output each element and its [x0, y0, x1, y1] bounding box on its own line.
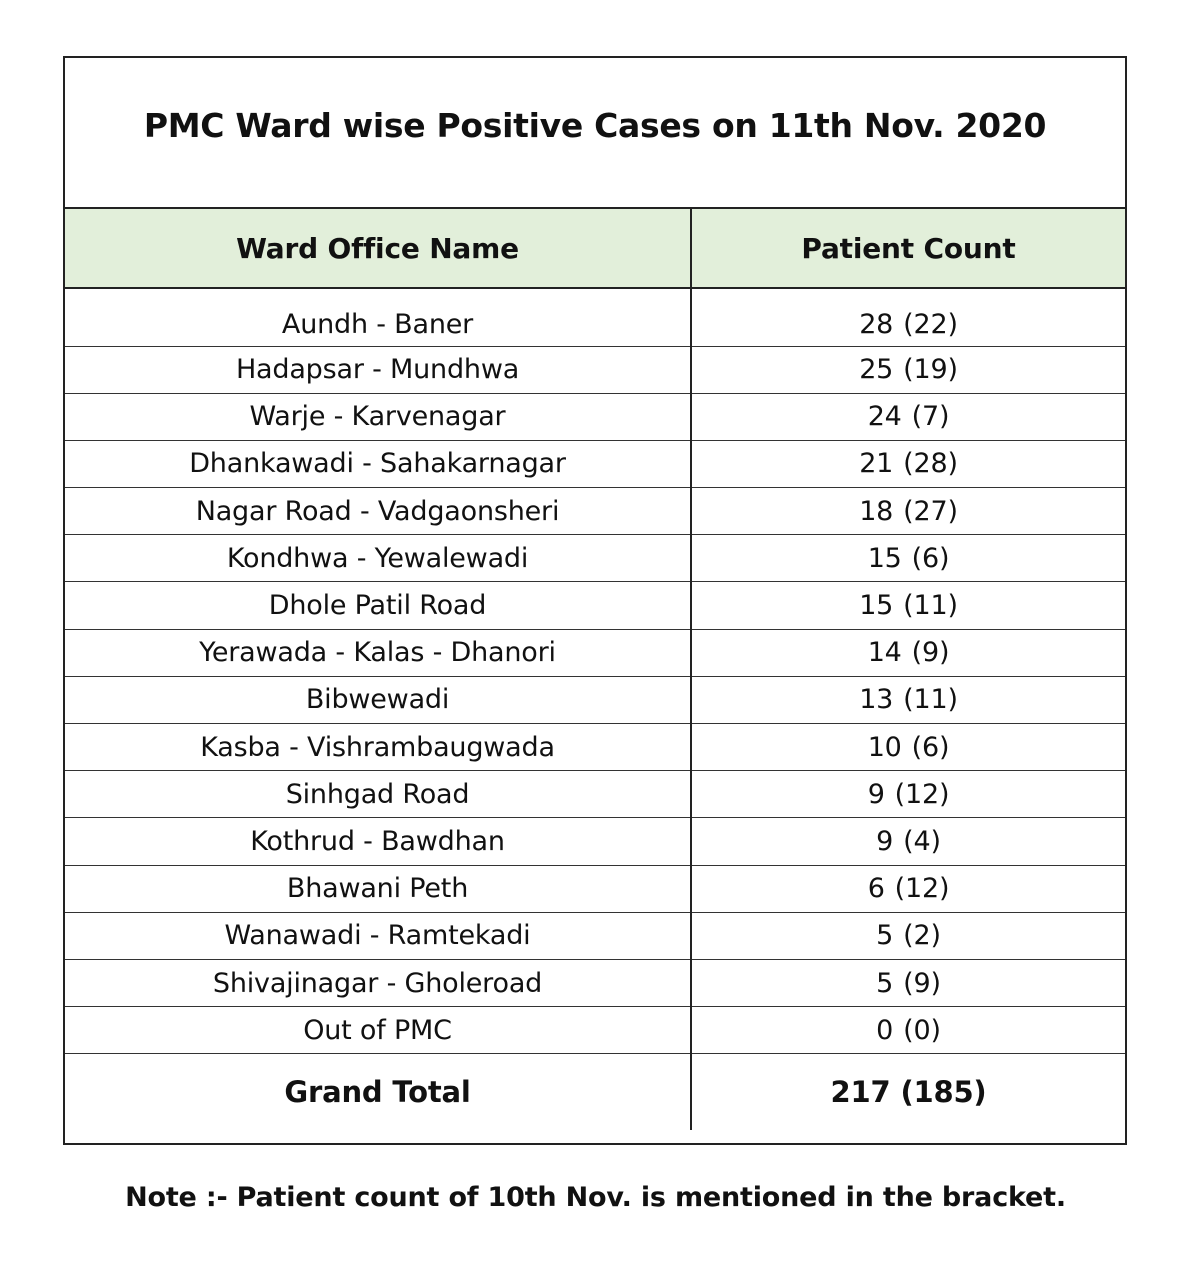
- previous-count: (4): [903, 825, 941, 857]
- previous-count: (11): [903, 590, 958, 622]
- table-row: Bibwewadi 13 (11): [65, 676, 1125, 725]
- current-count: 25: [859, 354, 894, 386]
- patient-count-cell: 24 (7): [691, 393, 1125, 441]
- previous-count: (11): [903, 684, 958, 716]
- previous-count: (0): [903, 1014, 941, 1046]
- current-count: 14: [867, 637, 902, 669]
- table-row: Wanawadi - Ramtekadi 5 (2): [65, 912, 1125, 960]
- grand-total-label: Grand Total: [65, 1053, 692, 1131]
- ward-name-cell: Kondhwa - Yewalewadi: [65, 534, 692, 583]
- table-body: Aundh - Baner 28 (22) Hadapsar - Mundhwa 25 (…: [65, 288, 1125, 1131]
- previous-count: (12): [894, 873, 950, 905]
- patient-count-cell: 13 (11): [691, 676, 1125, 725]
- current-count: 9: [876, 825, 894, 857]
- patient-count-cell: 28 (22): [691, 288, 1125, 347]
- ward-name-cell: Wanawadi - Ramtekadi: [65, 912, 692, 960]
- table-row: Shivajinagar - Gholeroad 5 (9): [65, 959, 1125, 1008]
- previous-count: (6): [911, 731, 950, 763]
- table-row: Warje - Karvenagar 24 (7): [65, 393, 1125, 441]
- ward-name-cell: Aundh - Baner: [65, 288, 692, 347]
- table-row: Aundh - Baner 28 (22): [65, 288, 1125, 347]
- patient-count-cell: 21 (28): [691, 440, 1125, 489]
- previous-count: (12): [894, 778, 950, 810]
- previous-count: (22): [903, 308, 958, 340]
- ward-name-cell: Nagar Road - Vadgaonsheri: [65, 487, 692, 536]
- current-count: 28: [859, 308, 894, 340]
- table-row: Sinhgad Road 9 (12): [65, 770, 1125, 819]
- patient-count-cell: 25 (19): [691, 346, 1125, 394]
- grand-total-row: Grand Total 217 (185): [65, 1053, 1125, 1131]
- table-row: Nagar Road - Vadgaonsheri 18 (27): [65, 487, 1125, 536]
- patient-count-cell: 14 (9): [691, 629, 1125, 677]
- grand-total-count-cell: 217 (185): [691, 1053, 1125, 1131]
- title-row: PMC Ward wise Positive Cases on 11th Nov…: [65, 58, 1125, 209]
- current-count: 18: [859, 495, 894, 527]
- ward-name-cell: Bibwewadi: [65, 676, 692, 725]
- ward-name-cell: Bhawani Peth: [65, 865, 692, 913]
- current-count: 24: [867, 401, 902, 433]
- patient-count-cell: 5 (9): [691, 959, 1125, 1008]
- ward-name-cell: Sinhgad Road: [65, 770, 692, 819]
- previous-count: (7): [911, 401, 950, 433]
- current-count: 5: [876, 967, 894, 999]
- table-row: Out of PMC 0 (0): [65, 1006, 1125, 1055]
- patient-count-cell: 15 (6): [691, 534, 1125, 583]
- previous-count: (2): [903, 920, 941, 952]
- table-row: Kasba - Vishrambaugwada 10 (6): [65, 723, 1125, 772]
- report-sheet: PMC Ward wise Positive Cases on 11th Nov…: [63, 56, 1127, 1145]
- current-count: 0: [876, 1014, 894, 1046]
- ward-name-cell: Dhankawadi - Sahakarnagar: [65, 440, 692, 489]
- previous-count: (6): [911, 542, 950, 574]
- table-row: Dhole Patil Road 15 (11): [65, 581, 1125, 630]
- ward-name-cell: Warje - Karvenagar: [65, 393, 692, 441]
- grand-total-previous: (185): [900, 1075, 987, 1110]
- previous-count: (9): [911, 637, 950, 669]
- patient-count-cell: 10 (6): [691, 723, 1125, 772]
- previous-count: (27): [903, 495, 958, 527]
- current-count: 10: [867, 731, 902, 763]
- current-count: 15: [859, 590, 894, 622]
- table-row: Dhankawadi - Sahakarnagar 21 (28): [65, 440, 1125, 489]
- patient-count-cell: 9 (12): [691, 770, 1125, 819]
- previous-count: (19): [903, 354, 958, 386]
- table-row: Kothrud - Bawdhan 9 (4): [65, 817, 1125, 866]
- ward-table: Ward Office Name Patient Count Aundh - B…: [65, 209, 1125, 1131]
- current-count: 6: [867, 873, 885, 905]
- patient-count-cell: 0 (0): [691, 1006, 1125, 1055]
- grand-total-current: 217: [830, 1075, 891, 1110]
- previous-count: (28): [903, 448, 958, 480]
- ward-name-cell: Kothrud - Bawdhan: [65, 817, 692, 866]
- page-title: PMC Ward wise Positive Cases on 11th Nov…: [143, 106, 1047, 145]
- current-count: 15: [867, 542, 902, 574]
- patient-count-cell: 6 (12): [691, 865, 1125, 913]
- ward-name-cell: Shivajinagar - Gholeroad: [65, 959, 692, 1008]
- ward-name-cell: Hadapsar - Mundhwa: [65, 346, 692, 394]
- footnote: Note :- Patient count of 10th Nov. is me…: [125, 1182, 1066, 1213]
- table-row: Kondhwa - Yewalewadi 15 (6): [65, 534, 1125, 583]
- table-row: Bhawani Peth 6 (12): [65, 865, 1125, 913]
- ward-name-cell: Kasba - Vishrambaugwada: [65, 723, 692, 772]
- ward-name-cell: Yerawada - Kalas - Dhanori: [65, 629, 692, 677]
- current-count: 13: [859, 684, 894, 716]
- ward-name-cell: Dhole Patil Road: [65, 581, 692, 630]
- patient-count-cell: 15 (11): [691, 581, 1125, 630]
- ward-name-cell: Out of PMC: [65, 1006, 692, 1055]
- patient-count-cell: 5 (2): [691, 912, 1125, 960]
- current-count: 21: [859, 448, 894, 480]
- header-row: Ward Office Name Patient Count: [65, 209, 1125, 289]
- patient-count-cell: 18 (27): [691, 487, 1125, 536]
- table-header: Ward Office Name Patient Count: [65, 209, 1125, 289]
- header-patient-count: Patient Count: [691, 209, 1125, 289]
- previous-count: (9): [903, 967, 941, 999]
- table-row: Yerawada - Kalas - Dhanori 14 (9): [65, 629, 1125, 677]
- patient-count-cell: 9 (4): [691, 817, 1125, 866]
- header-ward-office-name: Ward Office Name: [65, 209, 692, 289]
- current-count: 5: [876, 920, 894, 952]
- table-row: Hadapsar - Mundhwa 25 (19): [65, 346, 1125, 394]
- current-count: 9: [867, 778, 885, 810]
